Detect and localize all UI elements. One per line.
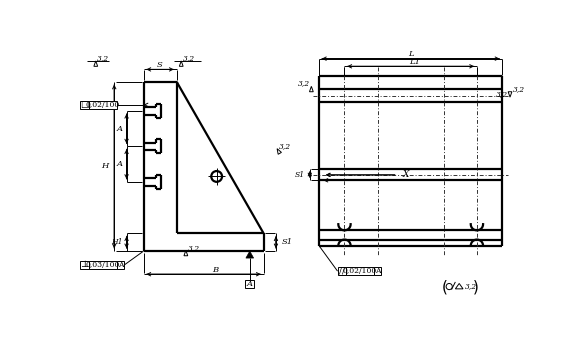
Bar xyxy=(338,267,346,275)
Text: H1: H1 xyxy=(111,238,123,246)
Bar xyxy=(89,261,116,269)
Polygon shape xyxy=(246,251,254,258)
Text: S: S xyxy=(157,61,163,69)
Text: A: A xyxy=(118,261,123,269)
Bar xyxy=(116,261,124,269)
Text: L1: L1 xyxy=(409,58,420,66)
Text: A: A xyxy=(375,267,380,275)
Text: 0,02/100: 0,02/100 xyxy=(86,101,120,109)
Text: 0,03/100: 0,03/100 xyxy=(86,261,120,269)
Text: 3,2: 3,2 xyxy=(183,54,195,62)
Text: S1: S1 xyxy=(295,171,305,179)
Bar xyxy=(89,101,116,109)
Text: (: ( xyxy=(442,279,448,294)
Text: ): ) xyxy=(473,279,478,294)
Bar xyxy=(245,280,254,288)
Text: L: L xyxy=(408,50,413,58)
Text: A: A xyxy=(117,160,123,168)
Bar xyxy=(80,101,89,109)
Text: □: □ xyxy=(80,100,89,109)
Bar xyxy=(346,267,374,275)
Text: 3,2: 3,2 xyxy=(97,54,109,62)
Text: S1: S1 xyxy=(282,238,293,246)
Text: 3,2: 3,2 xyxy=(496,90,509,99)
Text: A: A xyxy=(247,280,253,288)
Text: 3,2: 3,2 xyxy=(464,282,477,290)
Text: 3,2: 3,2 xyxy=(513,85,525,93)
Text: B: B xyxy=(212,266,218,273)
Text: 3,2: 3,2 xyxy=(297,80,310,88)
Bar xyxy=(374,267,381,275)
Text: 3,2: 3,2 xyxy=(279,142,291,150)
Text: 3,2: 3,2 xyxy=(187,244,200,252)
Text: X: X xyxy=(402,170,409,179)
Text: //: // xyxy=(339,267,345,276)
Text: H: H xyxy=(102,162,109,170)
Bar xyxy=(80,261,89,269)
Text: 0,02/100: 0,02/100 xyxy=(343,267,377,275)
Text: ⊥: ⊥ xyxy=(80,261,89,269)
Text: A: A xyxy=(117,125,123,133)
